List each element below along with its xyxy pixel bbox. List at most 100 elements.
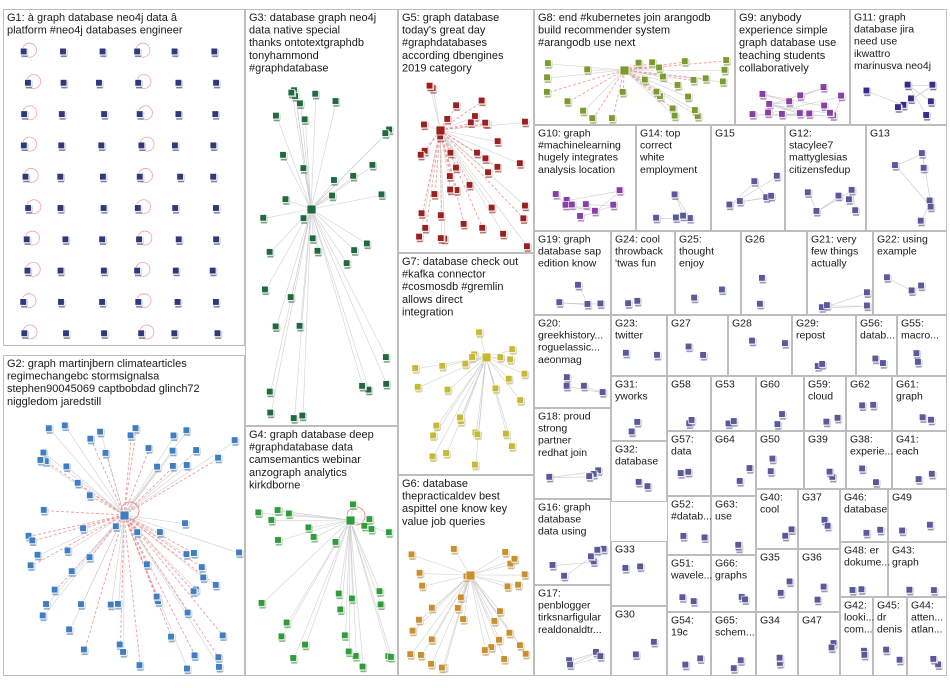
node-g9 [805, 109, 813, 117]
edge [568, 69, 625, 103]
node-g52 [679, 532, 687, 540]
node-g2 [74, 479, 82, 487]
node-label-bar [99, 306, 106, 308]
node-g1 [213, 329, 222, 337]
node-label-bar [763, 201, 770, 203]
node-g2 [190, 587, 198, 595]
node-g10 [568, 200, 576, 209]
edge [65, 425, 125, 516]
node-g3 [328, 192, 336, 200]
node-label-bar [58, 274, 65, 277]
node-label-bar [479, 232, 486, 234]
node-g10 [609, 201, 617, 209]
node-label-bar [830, 481, 837, 483]
node-g2 [182, 426, 190, 434]
node-g16 [593, 546, 601, 554]
node-g8 [543, 73, 551, 81]
node-label-bar [184, 672, 191, 675]
node-label-bar [691, 301, 698, 304]
node-label-bar [731, 425, 738, 427]
node-label-bar [750, 118, 757, 120]
node-g5 [493, 163, 501, 171]
edge [123, 514, 141, 666]
node-g62 [858, 401, 866, 409]
node-g4 [310, 533, 318, 541]
edge [469, 574, 496, 622]
group-box-g16 [534, 499, 611, 585]
node-g7 [475, 328, 483, 336]
node-g7 [508, 442, 516, 450]
node-g38 [858, 464, 866, 473]
edge [90, 439, 125, 516]
node-label-bar [25, 274, 32, 277]
group-box-g25 [675, 231, 741, 315]
node-g1 [175, 235, 183, 243]
node-g56 [879, 359, 887, 367]
node-g65 [730, 664, 738, 672]
node-label-bar [770, 462, 777, 465]
node-label-bar [512, 563, 519, 565]
group-label-g6: G6: database thepracticaldev best aspittel… [402, 478, 508, 528]
node-g6 [490, 617, 498, 625]
node-g26 [756, 300, 764, 308]
node-g11 [904, 81, 912, 89]
node-g4 [336, 605, 344, 613]
node-label-bar [353, 660, 360, 662]
group-label-g36: G36 [802, 552, 822, 564]
node-g2 [85, 553, 94, 561]
node-g66 [741, 595, 749, 603]
node-g9 [826, 109, 834, 117]
node-g4 [277, 632, 285, 640]
node-label-bar [600, 396, 607, 398]
node-g2 [96, 428, 104, 436]
node-label-bar [515, 588, 522, 591]
node-label-bar [521, 222, 528, 224]
node-g2 [169, 462, 177, 470]
edge [89, 514, 125, 559]
node-g2 [153, 463, 161, 471]
node-label-bar [66, 633, 73, 635]
node-g13 [927, 203, 935, 211]
node-label-bar [128, 439, 135, 441]
node-g2 [27, 561, 35, 569]
node-label-bar [40, 619, 47, 622]
edge [349, 519, 357, 657]
hub-node-g6 [465, 570, 476, 581]
node-g60 [778, 410, 786, 418]
node-g3 [296, 99, 304, 107]
node-label-bar [928, 105, 935, 107]
edge [349, 519, 392, 658]
node-label-bar [422, 232, 429, 234]
node-g10 [561, 201, 570, 209]
group-box-g66 [711, 555, 756, 612]
node-label-bar [58, 180, 65, 183]
group-box-g39 [804, 431, 846, 489]
node-g9 [785, 97, 793, 105]
node-g8 [563, 97, 572, 105]
edge [83, 514, 125, 530]
node-g1 [137, 141, 145, 149]
node-label-bar [637, 570, 644, 573]
group-box-g44 [907, 597, 947, 676]
node-label-bar [899, 534, 906, 537]
node-label-bar [87, 499, 94, 501]
node-g27 [699, 351, 707, 359]
edge [123, 514, 186, 525]
group-box-g42 [840, 597, 873, 676]
group-label-g25: G25: thought enjoy [679, 234, 714, 270]
node-label-bar [302, 123, 309, 125]
node-g2 [212, 581, 220, 589]
group-box-g17 [534, 585, 611, 676]
node-label-bar [63, 337, 70, 339]
edge [431, 574, 471, 665]
node-label-bar [766, 108, 773, 110]
node-g10 [616, 186, 624, 194]
node-label-bar [760, 98, 767, 100]
node-label-bar [722, 74, 729, 76]
node-label-bar [923, 119, 930, 121]
edge [46, 514, 125, 605]
edge [439, 129, 525, 220]
node-label-bar [522, 578, 529, 580]
node-label-bar [873, 486, 880, 488]
node-label-bar [351, 254, 358, 256]
